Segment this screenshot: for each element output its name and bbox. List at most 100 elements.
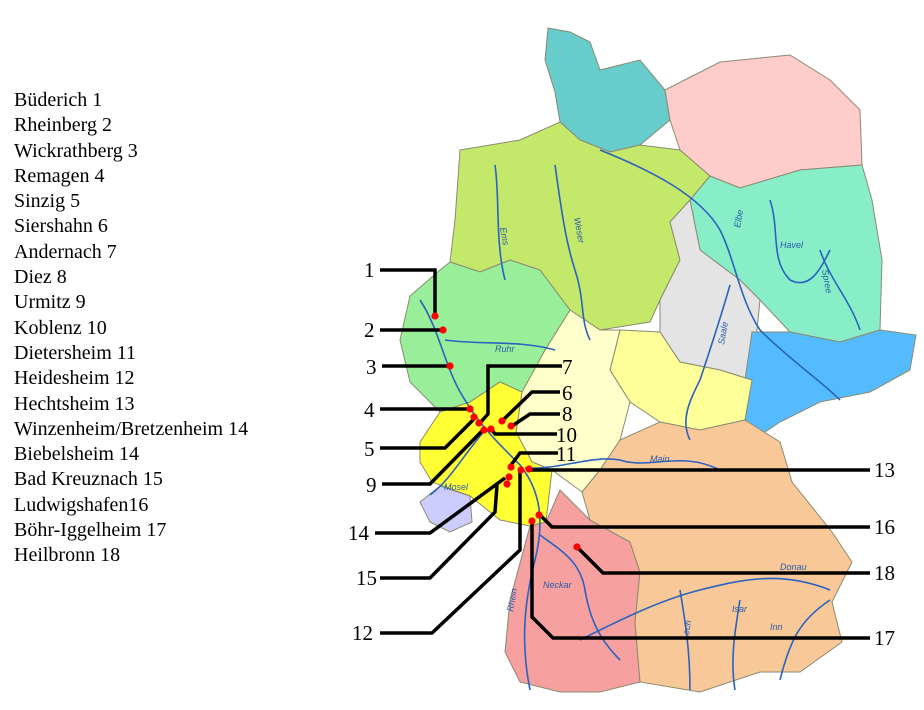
leader-line-18 <box>576 546 870 575</box>
legend-item: Koblenz 10 <box>14 316 107 339</box>
site-marker-10 <box>487 425 495 433</box>
river-saale <box>685 284 731 441</box>
state-bavaria <box>581 419 853 693</box>
site-marker-2 <box>439 326 447 334</box>
legend-item: Urmitz 9 <box>14 291 86 314</box>
river-label-weser: Weser <box>572 217 587 245</box>
site-legend: Büderich 1 Rheinberg 2 Wickrathberg 3 Remag… <box>14 88 248 569</box>
river-label-mosel: Mosel <box>444 482 469 492</box>
site-marker-4 <box>466 405 474 413</box>
marker-label-12: 12 <box>352 621 373 645</box>
leader-line-5 <box>380 417 476 450</box>
site-marker-11 <box>507 463 515 471</box>
marker-label-18: 18 <box>874 561 895 585</box>
site-marker-7 <box>475 419 483 427</box>
legend-item: Siershahn 6 <box>14 215 108 238</box>
legend-item: Sinzig 5 <box>14 190 81 213</box>
river-ems <box>494 164 506 281</box>
legend-item: Diez 8 <box>14 266 67 289</box>
marker-label-15: 15 <box>356 566 377 590</box>
river-label-rhein: Rhein <box>505 587 519 612</box>
leader-line-15 <box>380 484 499 580</box>
marker-label-16: 16 <box>874 515 895 539</box>
state-schleswig-holstein <box>544 27 671 153</box>
leader-line-7 <box>478 364 562 425</box>
marker-label-4: 4 <box>364 398 375 422</box>
river-weser <box>554 164 591 341</box>
site-marker-6 <box>498 417 506 425</box>
river-rhein <box>419 299 541 691</box>
river-label-lech: Lech <box>680 619 693 640</box>
legend-item: Winzenheim/Bretzenheim 14 <box>14 417 249 440</box>
river-label-inn: Inn <box>770 622 783 632</box>
site-marker-13 <box>525 465 533 473</box>
site-marker-15 <box>503 480 511 488</box>
site-marker-18 <box>573 543 581 551</box>
river-label-isar: Isar <box>732 604 748 614</box>
site-marker-3 <box>446 362 454 370</box>
marker-label-9: 9 <box>366 473 377 497</box>
state-nrw <box>399 259 571 413</box>
marker-label-17: 17 <box>874 626 895 650</box>
river-label-ems: Ems <box>498 227 511 247</box>
rivers <box>419 149 861 691</box>
river-label-ruhr: Ruhr <box>495 344 516 354</box>
marker-label-8: 8 <box>562 402 573 426</box>
leader-line-9 <box>382 428 485 486</box>
river-label-saale: Saale <box>716 321 730 345</box>
river-label-neckar: Neckar <box>543 580 573 590</box>
legend-item: Remagen 4 <box>14 164 105 187</box>
site-marker-9 <box>480 426 488 434</box>
river-ruhr <box>444 339 556 351</box>
leader-line-6 <box>501 390 560 422</box>
marker-label-10: 10 <box>556 423 577 447</box>
leader-line-14 <box>375 476 507 535</box>
leader-line-16 <box>538 513 870 529</box>
leader-line-1 <box>380 268 437 316</box>
river-donau <box>579 577 831 641</box>
legend-item: Heilbronn 18 <box>14 544 121 567</box>
legend-item: Böhr-Iggelheim 17 <box>14 519 167 542</box>
legend-item: Hechtsheim 13 <box>14 392 135 415</box>
river-elbe <box>599 149 841 401</box>
river-labels: Ems Weser Elbe Havel Spree Saale Ruhr Mo… <box>444 209 834 640</box>
marker-label-7: 7 <box>562 355 573 379</box>
river-mosel <box>429 429 486 496</box>
site-marker-5 <box>470 413 478 421</box>
river-label-main: Main <box>650 454 670 464</box>
river-inn <box>779 599 831 681</box>
legend-item: Dietersheim 11 <box>14 341 137 364</box>
site-marker-12 <box>517 466 525 474</box>
legend-item: Andernach 7 <box>14 240 117 263</box>
river-neckar <box>539 534 621 661</box>
legend-item: Rheinberg 2 <box>14 114 112 137</box>
legend-item: Heidesheim 12 <box>14 367 135 390</box>
leader-line-17 <box>530 522 870 640</box>
legend-item: Biebelsheim 14 <box>14 443 139 466</box>
site-marker-14 <box>505 473 513 481</box>
site-marker-16 <box>535 511 543 519</box>
legend-item: Büderich 1 <box>14 89 103 111</box>
marker-label-3: 3 <box>366 355 377 379</box>
marker-label-5: 5 <box>364 437 375 461</box>
site-marker-8 <box>507 422 515 430</box>
site-marker-17 <box>528 517 536 525</box>
leader-line-11 <box>509 451 558 467</box>
marker-label-1: 1 <box>364 258 375 282</box>
leader-line-12 <box>380 472 522 635</box>
legend-item: Bad Kreuznach 15 <box>14 468 163 491</box>
marker-label-6: 6 <box>562 381 573 405</box>
river-label-spree: Spree <box>820 269 834 294</box>
marker-label-2: 2 <box>364 318 375 342</box>
marker-label-13: 13 <box>874 458 895 482</box>
leader-line-8 <box>511 412 560 428</box>
state-saxony <box>741 329 917 443</box>
site-marker-1 <box>431 312 439 320</box>
marker-label-14: 14 <box>348 521 370 545</box>
marker-label-11: 11 <box>556 442 576 466</box>
river-isar <box>732 599 741 691</box>
states <box>399 27 917 693</box>
river-main <box>524 458 721 471</box>
